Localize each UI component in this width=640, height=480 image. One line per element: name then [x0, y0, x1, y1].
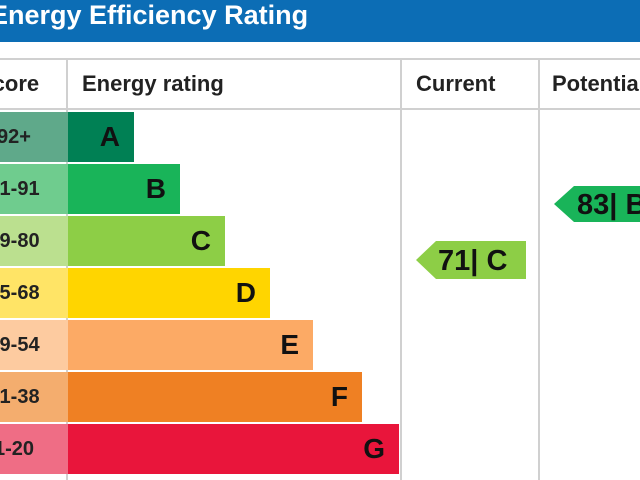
rating-bar: F	[68, 372, 362, 422]
potential-label: 83| B	[577, 189, 640, 221]
potential-band: B	[625, 189, 640, 221]
header-score: Score	[0, 71, 40, 96]
rating-bar: C	[68, 216, 225, 266]
separator: |	[470, 245, 486, 277]
score-cell: 92+	[0, 112, 68, 162]
current-value: 71	[438, 245, 470, 277]
score-cell: 1-20	[0, 424, 68, 474]
header-current: Current	[416, 71, 496, 96]
rating-bar: A	[68, 112, 134, 162]
current-band: C	[486, 245, 507, 277]
current-arrow	[416, 241, 526, 279]
score-cell: 21-38	[0, 372, 68, 422]
score-cell: 39-54	[0, 320, 68, 370]
rating-bar: D	[68, 268, 270, 318]
score-cell: 69-80	[0, 216, 68, 266]
rating-bar: G	[68, 424, 399, 474]
header-potential: Potential	[552, 71, 640, 96]
score-cell: 55-68	[0, 268, 68, 318]
grid-line	[0, 108, 640, 110]
title: Energy Efficiency Rating	[0, 0, 309, 30]
separator: |	[609, 189, 625, 221]
potential-arrow	[554, 186, 640, 222]
grid-line	[400, 58, 402, 480]
score-cell: 81-91	[0, 164, 68, 214]
rating-bar: B	[68, 164, 180, 214]
title-bar: Energy Efficiency Rating	[0, 0, 640, 42]
header-rating: Energy rating	[82, 71, 224, 96]
grid-line	[538, 58, 540, 480]
rating-bar: E	[68, 320, 313, 370]
current-label: 71| C	[438, 245, 507, 277]
grid-line	[0, 58, 640, 60]
potential-value: 83	[577, 189, 609, 221]
